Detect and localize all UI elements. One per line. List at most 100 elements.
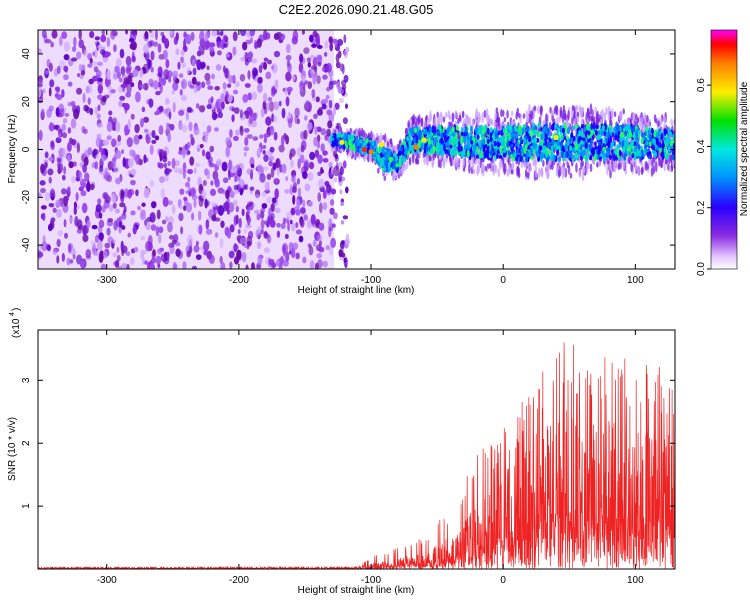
noise-blob [273, 115, 277, 123]
noise-blob [245, 224, 252, 229]
signal-core [643, 143, 647, 150]
signal-halo [401, 164, 405, 172]
signal-halo [609, 169, 612, 179]
signal-core [365, 137, 369, 144]
noise-blob [59, 60, 66, 69]
noise-blob [90, 240, 97, 246]
noise-blob [285, 43, 291, 54]
noise-blob [106, 227, 111, 236]
signal-core [502, 140, 506, 147]
noise-blob [342, 160, 347, 169]
noise-blob [122, 83, 128, 88]
signal-core [635, 128, 639, 135]
noise-blob [247, 51, 254, 59]
noise-blob [128, 37, 135, 43]
signal-halo [412, 113, 416, 125]
noise-blob [142, 63, 150, 74]
noise-blob [244, 83, 251, 88]
noise-blob [285, 96, 290, 107]
noise-blob [248, 201, 254, 206]
signal-halo [472, 168, 476, 175]
noise-blob [247, 206, 251, 216]
noise-blob [306, 57, 312, 63]
noise-blob [78, 30, 82, 40]
noise-blob [162, 49, 168, 61]
noise-blob [38, 251, 44, 258]
noise-blob [122, 209, 126, 216]
noise-blob [292, 30, 299, 41]
signal-halo [462, 157, 465, 169]
noise-blob [308, 161, 315, 170]
noise-blob [296, 147, 301, 157]
noise-blob [322, 98, 329, 104]
noise-blob [262, 144, 267, 150]
signal-core [470, 140, 474, 145]
signal-halo [640, 117, 643, 124]
noise-blob [308, 246, 314, 256]
signal-core [440, 137, 444, 145]
signal-halo [467, 118, 470, 125]
noise-blob [244, 127, 250, 133]
noise-blob [201, 149, 206, 157]
noise-blob [182, 124, 188, 133]
noise-blob [152, 249, 156, 257]
signal-halo [540, 167, 544, 178]
signal-core [590, 148, 594, 154]
noise-blob [140, 252, 144, 260]
noise-blob [135, 91, 141, 103]
signal-core [550, 125, 554, 130]
signal-core [424, 128, 428, 135]
noise-blob [313, 136, 318, 147]
signal-halo [425, 114, 429, 121]
noise-blob [344, 263, 348, 269]
noise-blob [345, 186, 349, 194]
noise-blob [265, 116, 272, 126]
noise-blob [263, 247, 270, 253]
noise-blob [113, 44, 117, 53]
noise-blob [171, 90, 175, 95]
noise-blob [205, 31, 211, 38]
signal-core [594, 129, 598, 136]
signal-core [574, 141, 578, 150]
noise-blob [317, 44, 323, 49]
noise-blob [120, 240, 124, 252]
noise-blob [248, 109, 254, 118]
noise-blob [278, 100, 282, 107]
noise-blob [205, 228, 213, 235]
signal-core [493, 148, 497, 153]
signal-halo [567, 110, 570, 120]
signal-halo [663, 122, 666, 130]
noise-blob [192, 67, 197, 76]
noise-blob [116, 254, 121, 262]
noise-blob [263, 133, 270, 138]
noise-blob [43, 159, 49, 164]
signal-core [533, 129, 537, 134]
signal-core [410, 131, 414, 137]
signal-core [471, 152, 475, 158]
signal-core [584, 155, 588, 163]
noise-blob [227, 83, 232, 88]
noise-blob [199, 31, 205, 42]
noise-blob [195, 254, 202, 260]
signal-core [646, 151, 650, 158]
noise-blob [157, 72, 162, 78]
noise-blob [289, 219, 293, 225]
noise-blob [233, 244, 239, 251]
noise-blob [127, 232, 131, 238]
noise-blob [287, 62, 292, 73]
noise-blob [199, 143, 204, 149]
noise-blob [185, 34, 192, 45]
noise-blob [94, 235, 100, 243]
signal-halo [478, 114, 481, 124]
noise-blob [59, 163, 64, 173]
noise-blob [150, 30, 155, 39]
noise-blob [215, 64, 222, 71]
noise-blob [209, 42, 216, 48]
noise-blob [134, 123, 140, 134]
signal-core [508, 124, 512, 130]
noise-blob [70, 248, 77, 256]
snr-multiplier-close: ) [11, 308, 22, 311]
signal-core [640, 137, 644, 145]
noise-blob [291, 74, 296, 81]
signal-core [650, 127, 654, 135]
